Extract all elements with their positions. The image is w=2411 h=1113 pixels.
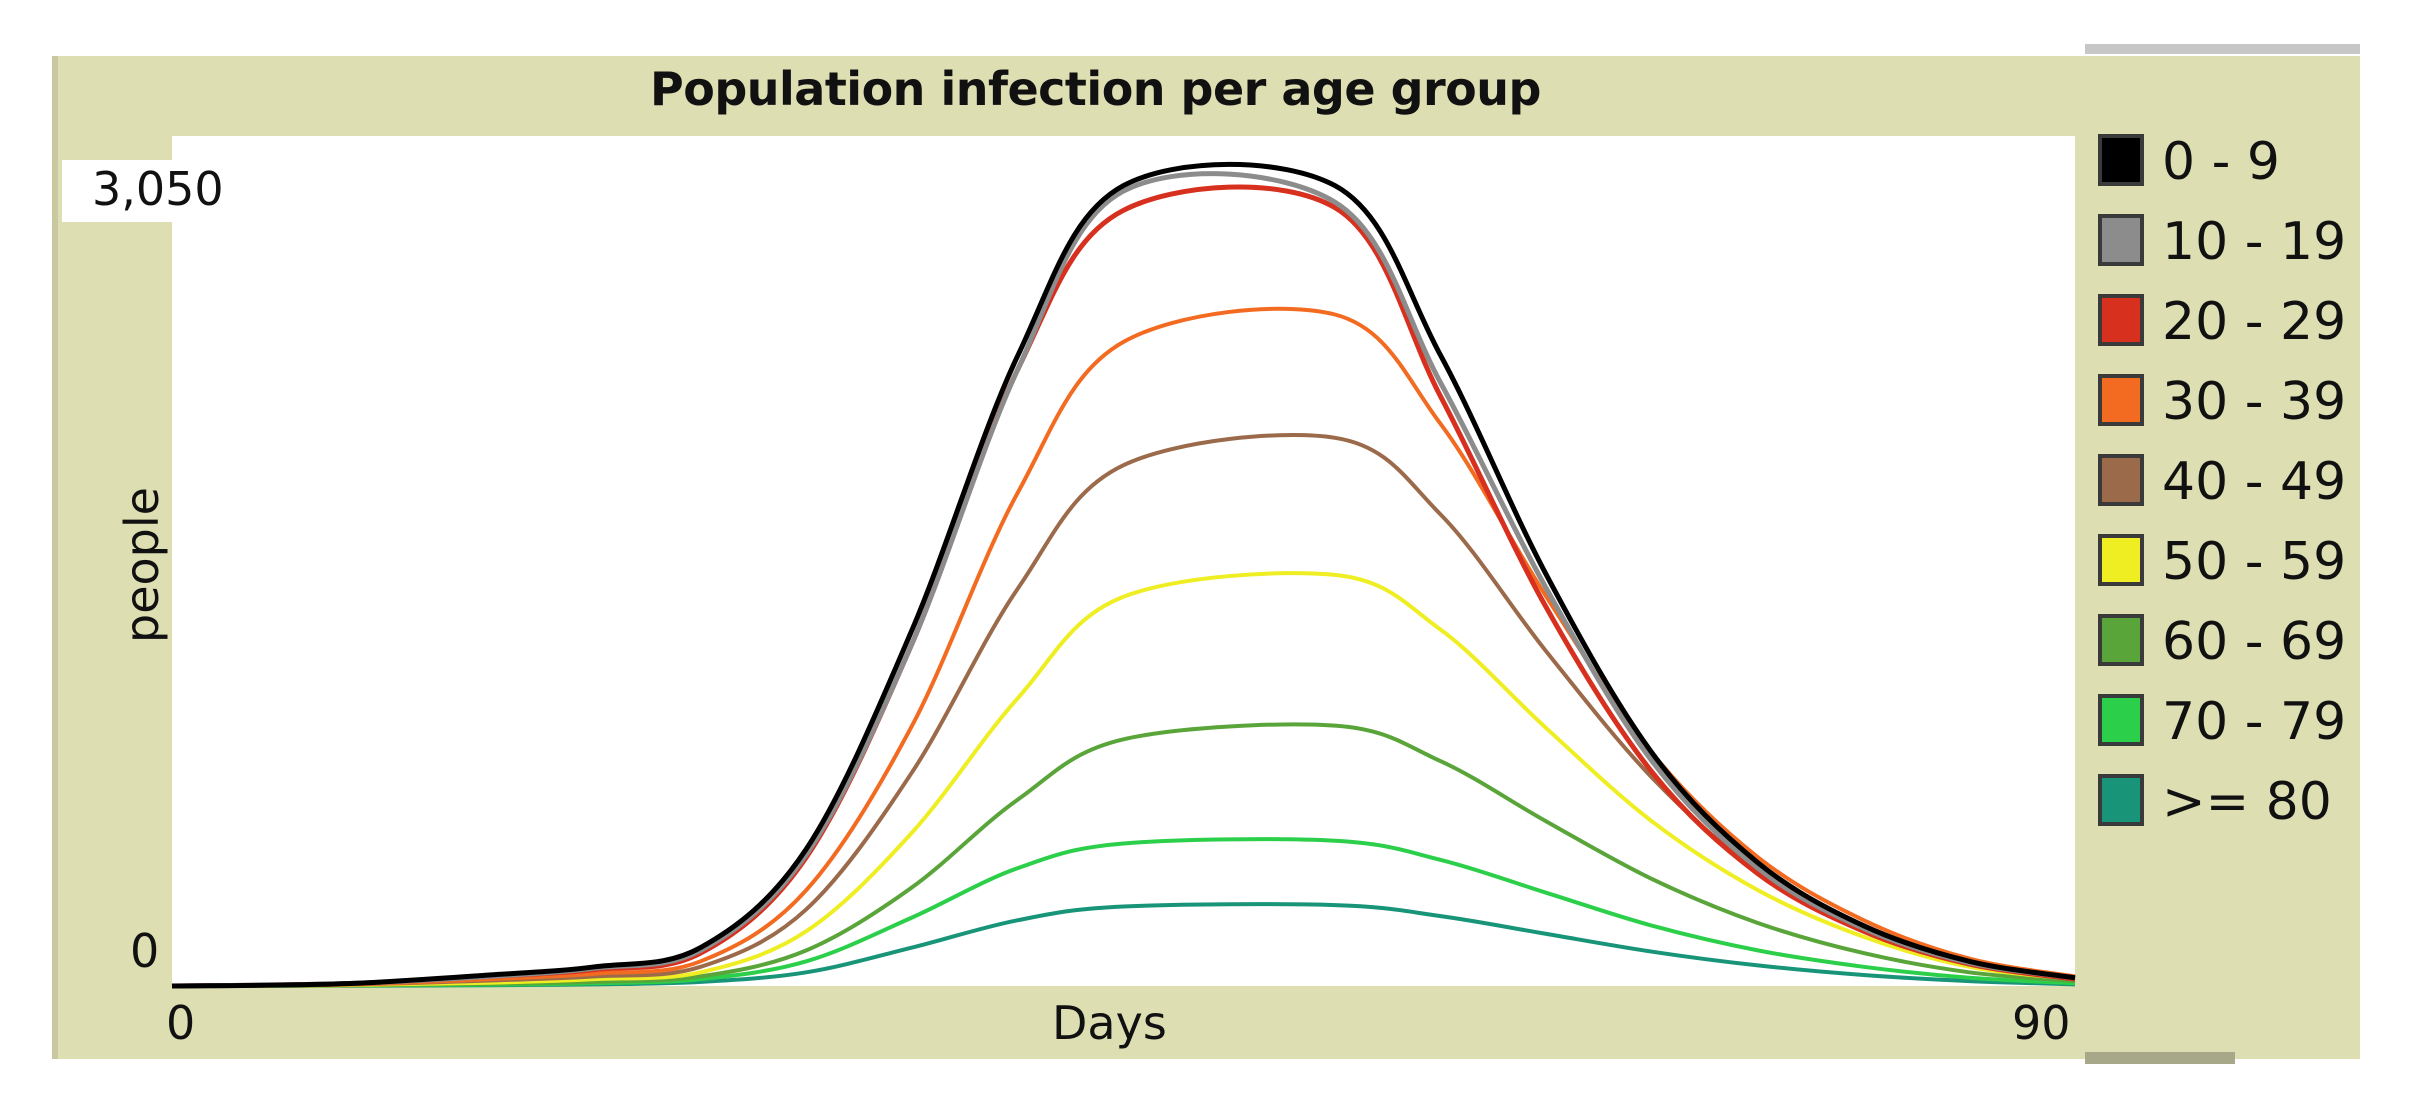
legend-label-3: 30 - 39: [2162, 372, 2347, 432]
series-line-0: [171, 161, 2076, 989]
legend-item-4: 40 - 49: [2098, 448, 2358, 512]
legend-swatch-8: [2098, 774, 2144, 826]
legend-item-6: 60 - 69: [2098, 608, 2358, 672]
y-tick-max: 3,050: [92, 162, 224, 216]
legend-swatch-1: [2098, 214, 2144, 266]
x-tick-min: 0: [166, 996, 196, 1050]
legend-item-0: 0 - 9: [2098, 128, 2358, 192]
series-line-6: [171, 722, 2076, 988]
legend-label-6: 60 - 69: [2162, 612, 2347, 672]
legend-label-7: 70 - 79: [2162, 692, 2347, 752]
series-line-2: [171, 184, 2076, 989]
series-line-7: [171, 837, 2076, 988]
legend-label-8: >= 80: [2162, 772, 2332, 832]
y-max-label-box: [62, 160, 246, 222]
legend-item-3: 30 - 39: [2098, 368, 2358, 432]
series-line-5: [171, 571, 2076, 988]
legend-swatch-0: [2098, 134, 2144, 186]
y-tick-min: 0: [130, 924, 160, 978]
chart-title: Population infection per age group: [650, 62, 1541, 116]
y-axis-label: people: [115, 487, 169, 643]
legend-label-0: 0 - 9: [2162, 132, 2280, 192]
x-axis-label: Days: [1052, 996, 1167, 1050]
series-line-1: [171, 171, 2076, 989]
legend-swatch-7: [2098, 694, 2144, 746]
legend-label-1: 10 - 19: [2162, 212, 2347, 272]
series-line-8: [171, 902, 2076, 988]
series-line-4: [171, 433, 2076, 988]
legend-item-7: 70 - 79: [2098, 688, 2358, 752]
legend-item-5: 50 - 59: [2098, 528, 2358, 592]
legend-swatch-5: [2098, 534, 2144, 586]
legend-label-4: 40 - 49: [2162, 452, 2347, 512]
series-line-3: [171, 306, 2076, 988]
legend-swatch-6: [2098, 614, 2144, 666]
top-edge-bar: [2085, 44, 2360, 54]
x-tick-max: 90: [2012, 996, 2071, 1050]
legend-item-8: >= 80: [2098, 768, 2358, 832]
legend-item-2: 20 - 29: [2098, 288, 2358, 352]
legend-swatch-2: [2098, 294, 2144, 346]
legend-label-2: 20 - 29: [2162, 292, 2347, 352]
legend-label-5: 50 - 59: [2162, 532, 2347, 592]
legend-swatch-3: [2098, 374, 2144, 426]
bottom-edge-bar: [2085, 1052, 2235, 1064]
legend-item-1: 10 - 19: [2098, 208, 2358, 272]
legend-swatch-4: [2098, 454, 2144, 506]
